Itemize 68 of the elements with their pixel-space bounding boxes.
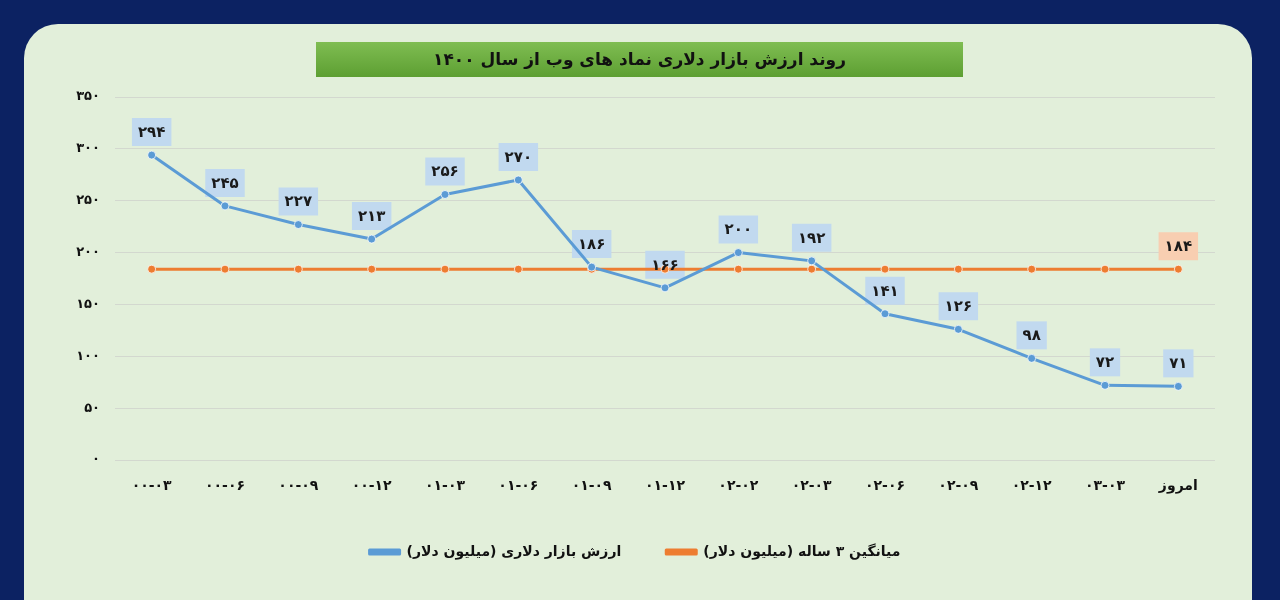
x-tick-label: ۰۱-۰۳	[425, 477, 466, 494]
data-label: ۲۰۰	[724, 220, 753, 239]
point	[513, 175, 523, 185]
x-tick-label: ۰۱-۰۹	[571, 477, 613, 494]
data-label: ۱۸۴	[1164, 237, 1193, 256]
x-tick-label: ۰۳-۰۳	[1085, 477, 1126, 494]
x-tick-label: ۰۰-۱۲	[351, 477, 393, 494]
y-tick-label: ۲۵۰	[76, 192, 100, 208]
point	[1173, 381, 1183, 391]
point	[1027, 353, 1037, 363]
x-tick-label: ۰۰-۰۹	[278, 477, 319, 494]
x-tick-label: ۰۱-۱۲	[645, 477, 686, 494]
x-tick-label: ۰۰-۰۳	[131, 477, 173, 494]
x-tick-label: ۰۲-۰۹	[938, 477, 979, 494]
y-tick-label: ۰	[92, 451, 100, 467]
point	[513, 264, 523, 274]
data-label: ۱۲۶	[944, 297, 973, 316]
point	[147, 150, 157, 160]
point	[1027, 264, 1037, 274]
point	[293, 220, 303, 230]
data-label: ۲۵۶	[431, 162, 459, 181]
data-label: ۲۹۴	[137, 122, 166, 141]
y-tick-label: ۳۰۰	[76, 140, 100, 156]
point	[220, 201, 230, 211]
data-label: ۱۴۱	[871, 281, 899, 300]
point	[367, 234, 377, 244]
y-tick-label: ۵۰	[84, 399, 100, 415]
point	[1173, 264, 1183, 274]
point	[220, 264, 230, 274]
point	[367, 264, 377, 274]
point	[293, 264, 303, 274]
point	[953, 264, 963, 274]
data-label: ۲۴۵	[211, 173, 239, 192]
y-tick-label: ۱۵۰	[76, 295, 100, 311]
point	[1100, 380, 1110, 390]
point	[880, 264, 890, 274]
x-tick-label: ۰۲-۰۲	[718, 477, 759, 494]
y-tick-label: ۱۰۰	[76, 347, 100, 363]
data-label: ۷۱	[1169, 354, 1188, 373]
x-tick-label: ۰۲-۰۳	[791, 477, 833, 494]
x-tick-label: ۰۰-۰۶	[205, 477, 245, 494]
data-label: ۷۲	[1095, 353, 1115, 372]
data-label: ۲۷۰	[504, 147, 533, 166]
point	[147, 264, 157, 274]
legend-label: میانگین ۳ ساله (میلیون دلار)	[703, 542, 901, 560]
point	[807, 256, 817, 266]
y-tick-label: ۳۵۰	[76, 88, 100, 104]
x-tick-label: ۰۱-۰۶	[498, 477, 539, 494]
chart-title: روند ارزش بازار دلاری نماد های وب از سال ۱۴۰۰	[316, 42, 963, 77]
point	[733, 264, 743, 274]
point	[880, 309, 890, 319]
data-label: ۲۱۳	[357, 206, 386, 225]
point	[953, 324, 963, 334]
legend-label: ارزش بازار دلاری (میلیون دلار)	[406, 542, 622, 560]
data-label: ۲۲۷	[284, 192, 313, 211]
x-tick-label: ۰۲-۱۲	[1011, 477, 1053, 494]
x-tick-label: امروز	[1157, 477, 1198, 495]
x-tick-label: ۰۲-۰۶	[865, 477, 905, 494]
point	[660, 283, 670, 293]
data-label: ۹۸	[1022, 326, 1041, 345]
point	[807, 264, 817, 274]
point	[440, 189, 450, 199]
y-tick-label: ۲۰۰	[76, 243, 100, 259]
data-label: ۱۹۲	[797, 228, 826, 247]
point	[440, 264, 450, 274]
point	[1100, 264, 1110, 274]
point	[733, 248, 743, 258]
data-label: ۱۸۶	[577, 234, 606, 253]
